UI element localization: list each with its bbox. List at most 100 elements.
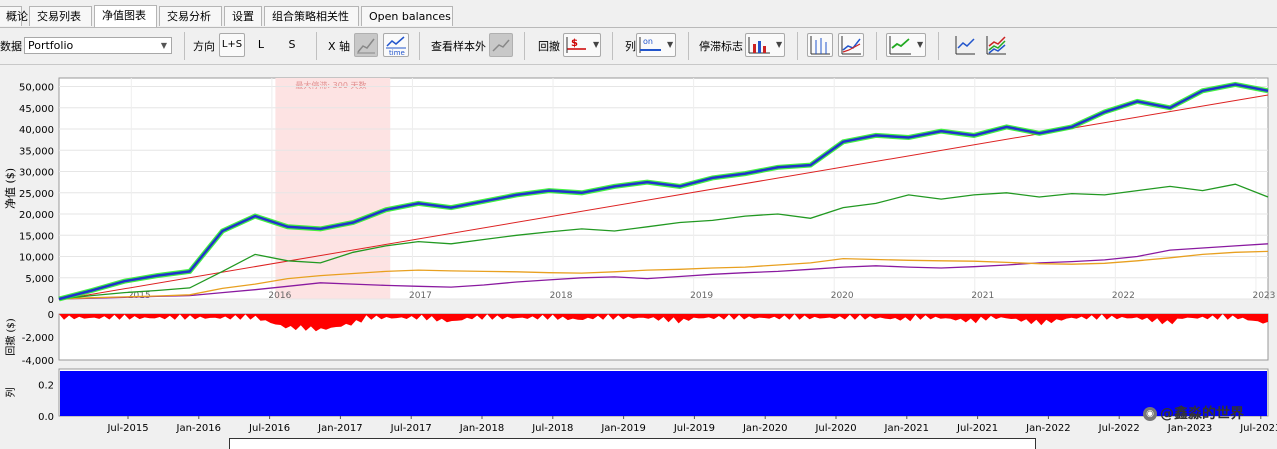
direction-ls-button[interactable]: L+S <box>219 33 245 57</box>
y-tick-label: 30,000 <box>19 168 54 179</box>
direction-short-button[interactable]: S <box>288 38 296 51</box>
y-tick-label: 20,000 <box>19 210 54 221</box>
chevron-down-icon: ▼ <box>593 40 600 49</box>
line-chart-icon <box>841 36 861 55</box>
tab-settings[interactable]: 设置 <box>224 6 262 26</box>
green-line-chart-icon <box>889 36 911 55</box>
x-axis-label: X 轴 <box>328 40 351 53</box>
x-tick-label: Jan-2016 <box>176 423 221 434</box>
y-tick-label: 0 <box>48 295 54 306</box>
statistics-panel <box>229 438 1036 449</box>
chart-type-dropdown[interactable]: ▼ <box>886 33 926 57</box>
x-tick-label: Jan-2019 <box>600 423 645 434</box>
column-y-tick-label: 0.0 <box>38 412 54 423</box>
separator <box>938 32 939 60</box>
data-label: 数据 <box>0 40 22 53</box>
svg-text:time: time <box>389 49 405 56</box>
x-tick-label: Jul-2019 <box>673 423 715 434</box>
stagnation-dropdown[interactable]: ▼ <box>745 33 785 57</box>
info-circle-icon: ◉ <box>1143 407 1157 421</box>
drawdown-y-tick-label: -4,000 <box>22 356 54 367</box>
portfolio-equity-line <box>58 83 1269 301</box>
tab-trade-list[interactable]: 交易列表 <box>29 6 92 26</box>
x-tick-label: Jul-2015 <box>106 423 148 434</box>
data-select[interactable]: Portfolio ▼ <box>24 37 172 54</box>
x-tick-label: Jan-2022 <box>1025 423 1070 434</box>
tab-equity-chart[interactable]: 净值图表 <box>94 5 157 27</box>
chart-oos-icon <box>492 39 510 52</box>
y-tick-label: 50,000 <box>19 83 54 94</box>
chart-compare-button[interactable] <box>952 33 978 57</box>
y-tick-label: 45,000 <box>19 104 54 115</box>
watermark: ◉ @鑫淼的世界 <box>1143 403 1244 423</box>
x-tick-label: Jul-2022 <box>1098 423 1140 434</box>
separator <box>419 32 420 60</box>
chart-multi-series-button[interactable] <box>983 33 1009 57</box>
out-of-sample-button[interactable] <box>489 33 513 57</box>
out-of-sample-label: 查看样本外 <box>431 40 486 53</box>
separator <box>688 32 689 60</box>
x-tick-label: Jul-2021 <box>956 423 998 434</box>
separator <box>184 32 185 60</box>
x-axis-trades-button[interactable] <box>354 33 378 57</box>
y-axis-title: 净值 ($) <box>3 168 17 209</box>
column-dropdown[interactable]: on ▼ <box>636 33 676 57</box>
tab-overview[interactable]: 概论 <box>0 6 28 26</box>
y-tick-label: 10,000 <box>19 253 54 264</box>
year-label: 2020 <box>831 291 854 301</box>
tab-open-balances[interactable]: Open balances <box>361 6 453 26</box>
x-tick-label: Jan-2017 <box>317 423 362 434</box>
separator <box>524 32 525 60</box>
stagnation-region <box>275 78 391 299</box>
separator <box>876 32 877 60</box>
purple-strategy-line <box>58 243 1269 300</box>
chart-type-2-button[interactable] <box>838 33 864 57</box>
x-tick-label: Jul-2023 <box>1239 423 1277 434</box>
tab-portfolio-correlation[interactable]: 组合策略相关性 <box>264 6 359 26</box>
drawdown-dropdown[interactable]: $ ▼ <box>563 33 601 57</box>
svg-text:$: $ <box>571 38 578 49</box>
year-label: 2018 <box>550 291 573 301</box>
separator <box>316 32 317 60</box>
y-tick-label: 25,000 <box>19 189 54 200</box>
separator <box>797 32 798 60</box>
data-select-value: Portfolio <box>28 39 74 52</box>
y-tick-label: 5,000 <box>25 274 54 285</box>
x-tick-label: Jul-2020 <box>814 423 856 434</box>
chevron-down-icon: ▼ <box>160 41 167 50</box>
x-axis-time-button[interactable]: time <box>383 33 409 57</box>
year-label: 2021 <box>971 291 994 301</box>
drawdown-label: 回撤 <box>538 40 560 53</box>
chevron-down-icon: ▼ <box>917 40 924 49</box>
tab-trade-analysis[interactable]: 交易分析 <box>159 6 222 26</box>
y-tick-label: 40,000 <box>19 125 54 136</box>
column-y-tick-label: 0.2 <box>38 381 54 392</box>
main-plot-area <box>58 77 1269 300</box>
direction-long-button[interactable]: L <box>257 38 265 51</box>
year-label: 2023 <box>1252 291 1275 301</box>
bar-line-chart-icon <box>810 36 830 55</box>
chart-type-1-button[interactable] <box>807 33 833 57</box>
svg-text:on: on <box>643 37 653 46</box>
stagnation-label: 停滞标志 <box>699 40 743 53</box>
year-label: 2022 <box>1112 291 1135 301</box>
x-tick-label: Jan-2021 <box>884 423 929 434</box>
chevron-down-icon: ▼ <box>776 40 783 49</box>
column-bar <box>60 371 1267 416</box>
stagnation-label: 最大停滞: 300 天数 <box>295 80 366 90</box>
multi-series-chart-icon <box>986 36 1006 55</box>
year-label: 2016 <box>268 291 291 301</box>
year-label: 2017 <box>409 291 432 301</box>
compare-chart-icon <box>955 36 975 55</box>
drawdown-y-tick-label: -2,000 <box>22 333 54 344</box>
x-tick-label: Jan-2023 <box>1167 423 1212 434</box>
direction-label: 方向 <box>193 40 215 53</box>
x-tick-label: Jul-2017 <box>390 423 432 434</box>
x-tick-label: Jul-2016 <box>248 423 290 434</box>
column-label: 列 <box>625 40 636 53</box>
drawdown-dollar-icon: $ <box>566 37 586 53</box>
drawdown-y-axis-title: 回撤 ($) <box>4 318 17 355</box>
y-tick-label: 35,000 <box>19 146 54 157</box>
separator <box>612 32 613 60</box>
orange-strategy-line <box>58 250 1269 300</box>
